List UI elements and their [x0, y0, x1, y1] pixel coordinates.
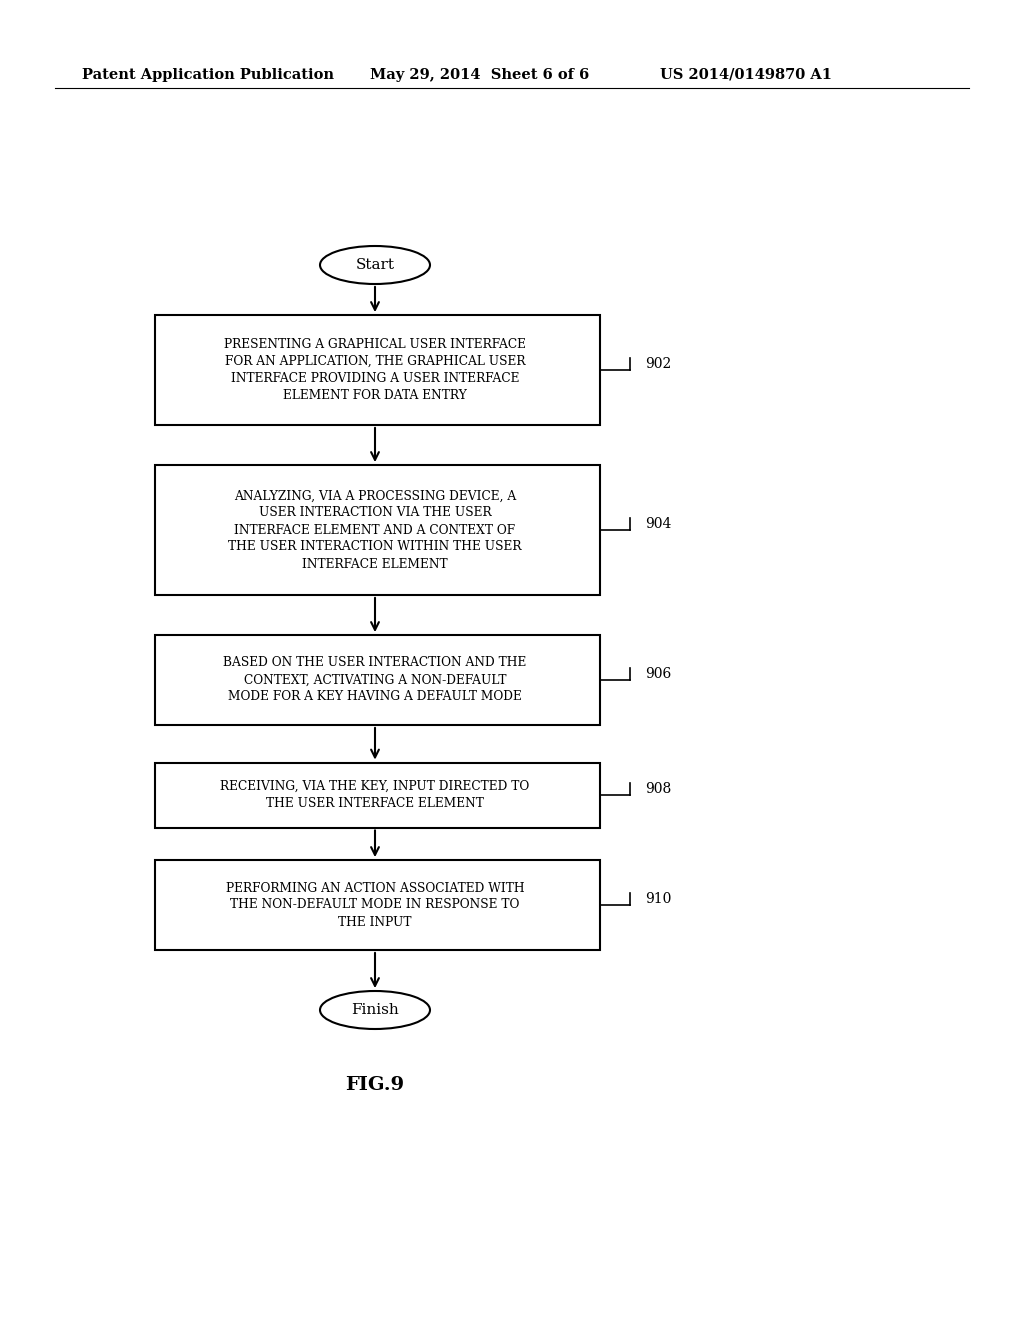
- Text: 904: 904: [645, 517, 672, 531]
- Text: 902: 902: [645, 356, 672, 371]
- Text: May 29, 2014  Sheet 6 of 6: May 29, 2014 Sheet 6 of 6: [370, 69, 589, 82]
- Text: 906: 906: [645, 667, 672, 681]
- Text: ANALYZING, VIA A PROCESSING DEVICE, A
USER INTERACTION VIA THE USER
INTERFACE EL: ANALYZING, VIA A PROCESSING DEVICE, A US…: [228, 490, 522, 570]
- Text: FIG.9: FIG.9: [345, 1076, 404, 1094]
- Text: RECEIVING, VIA THE KEY, INPUT DIRECTED TO
THE USER INTERFACE ELEMENT: RECEIVING, VIA THE KEY, INPUT DIRECTED T…: [220, 780, 529, 810]
- Text: Patent Application Publication: Patent Application Publication: [82, 69, 334, 82]
- Bar: [155, 763, 600, 828]
- Bar: [155, 465, 600, 595]
- Text: PERFORMING AN ACTION ASSOCIATED WITH
THE NON-DEFAULT MODE IN RESPONSE TO
THE INP: PERFORMING AN ACTION ASSOCIATED WITH THE…: [225, 882, 524, 928]
- Bar: [155, 635, 600, 725]
- Text: 908: 908: [645, 781, 672, 796]
- Text: BASED ON THE USER INTERACTION AND THE
CONTEXT, ACTIVATING A NON-DEFAULT
MODE FOR: BASED ON THE USER INTERACTION AND THE CO…: [223, 656, 526, 704]
- Text: 910: 910: [645, 892, 672, 906]
- Text: Finish: Finish: [351, 1003, 399, 1016]
- Text: Start: Start: [355, 257, 394, 272]
- Bar: [155, 861, 600, 950]
- Text: US 2014/0149870 A1: US 2014/0149870 A1: [660, 69, 831, 82]
- Text: PRESENTING A GRAPHICAL USER INTERFACE
FOR AN APPLICATION, THE GRAPHICAL USER
INT: PRESENTING A GRAPHICAL USER INTERFACE FO…: [224, 338, 526, 403]
- Bar: [155, 315, 600, 425]
